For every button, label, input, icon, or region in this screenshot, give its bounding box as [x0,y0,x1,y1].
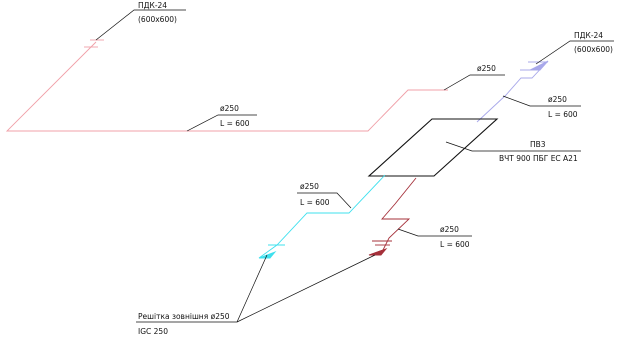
cyan-duct-path [258,174,386,259]
blue-duct-right [476,60,549,123]
leader-diam-top [443,74,505,91]
darkred-duct-grille [368,248,388,256]
blue-duct-right-path [476,60,549,123]
label-len-red: L = 600 [440,240,470,249]
leader-pink-long [186,114,257,132]
label-pdk-left-size: (600x600) [138,15,177,24]
label-pdk-right-size: (600x600) [574,45,613,54]
label-unit-name: ПВ3 [530,140,546,149]
leader-lines [95,9,614,323]
label-pdk-right-name: ПДК-24 [574,31,603,40]
leader-blue [502,95,581,107]
leader-pdk-left [95,9,186,41]
pink-duct-left [5,39,448,132]
label-grille-name: Решітка зовнішня ø250 [138,312,230,321]
air-handling-unit [367,118,499,177]
label-diam-pink-long: ø250 [220,104,239,113]
leader-grille-b [236,254,376,323]
label-pdk-left-name: ПДК-24 [138,1,167,10]
label-len-cyan: L = 600 [300,198,330,207]
cyan-duct [258,174,386,259]
label-len-pink-long: L = 600 [220,119,250,128]
label-unit-model: ВЧТ 900 ПБГ ЕС А21 [499,154,578,163]
darkred-duct [368,177,417,256]
leader-cyan [297,192,352,209]
leader-red [397,228,472,237]
label-diam-red: ø250 [440,225,459,234]
label-len-blue: L = 600 [548,110,578,119]
darkred-duct-path [368,177,417,256]
leader-unit [445,141,581,152]
label-diam-blue: ø250 [548,95,567,104]
blue-duct-right-cap [529,60,549,71]
pink-duct-left-path [5,41,448,132]
label-diam-top: ø250 [477,64,496,73]
label-grille-model: IGC 250 [138,327,168,336]
leader-pdk-right [535,40,614,65]
label-diam-cyan: ø250 [300,182,319,191]
